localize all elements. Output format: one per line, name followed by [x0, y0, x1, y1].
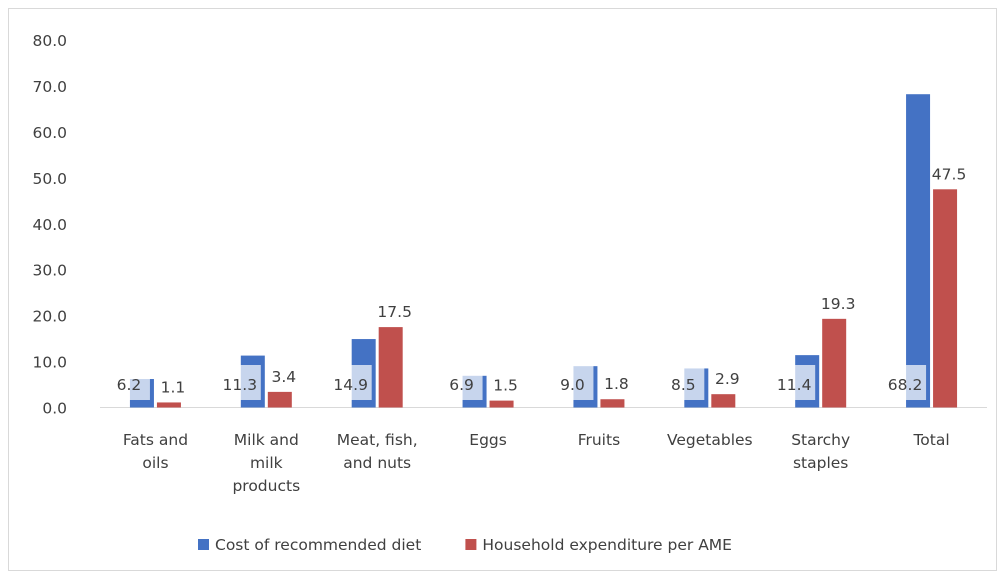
- data-label-cost: 14.9: [333, 376, 368, 394]
- data-label-expenditure: 2.9: [715, 370, 740, 388]
- data-label-cost: 6.2: [117, 376, 142, 394]
- data-label-background: [107, 365, 150, 400]
- x-tick-label: Starchy staples: [791, 431, 850, 472]
- y-tick-label: 10.0: [32, 354, 67, 372]
- legend-swatch: [198, 539, 209, 550]
- data-label-expenditure: 17.5: [377, 303, 412, 321]
- x-tick-label: Meat, fish, and nuts: [337, 431, 418, 472]
- x-tick-label: Milk and milk products: [232, 431, 300, 495]
- bar-expenditure: [933, 189, 958, 408]
- y-tick-label: 20.0: [32, 308, 67, 326]
- x-tick-label: Fruits: [578, 431, 620, 449]
- data-label-cost: 8.5: [671, 376, 696, 394]
- x-tick-label: Fats and oils: [123, 431, 188, 472]
- y-axis-ticks: 0.0 10.0 20.0 30.0 40.0 50.0 60.0 70.0 80.0: [32, 32, 67, 418]
- data-label-expenditure: 19.3: [821, 295, 856, 313]
- data-label-background: [884, 365, 927, 400]
- data-label-background: [329, 365, 372, 400]
- data-label-expenditure: 1.1: [161, 378, 186, 396]
- y-tick-label: 70.0: [32, 78, 67, 96]
- data-label-expenditure: 1.8: [604, 375, 629, 393]
- data-label-background: [440, 365, 483, 400]
- bar-expenditure: [378, 327, 403, 408]
- bar-cost: [906, 94, 931, 408]
- bar-expenditure: [822, 318, 847, 408]
- chart-svg: 0.0 10.0 20.0 30.0 40.0 50.0 60.0 70.0 80.0 6.2 1…: [32, 32, 987, 554]
- legend-label: Cost of recommended diet: [215, 536, 421, 554]
- bar-expenditure: [267, 391, 292, 408]
- y-tick-label: 0.0: [42, 400, 67, 418]
- bar-expenditure: [156, 402, 181, 408]
- x-axis-labels: Fats and oils Milk and milk products Meat, fi…: [123, 431, 950, 495]
- data-label-cost: 6.9: [449, 376, 474, 394]
- bars: [129, 94, 958, 408]
- y-tick-label: 30.0: [32, 262, 67, 280]
- data-label-cost: 11.3: [223, 376, 258, 394]
- data-label-background: [551, 365, 594, 400]
- legend-swatch: [465, 539, 477, 550]
- bar-expenditure: [711, 394, 736, 408]
- legend: Cost of recommended diet Household expend…: [198, 536, 732, 554]
- x-tick-label: Vegetables: [667, 431, 753, 449]
- bar-expenditure: [600, 399, 625, 408]
- x-tick-label: Total: [912, 431, 949, 449]
- legend-label: Household expenditure per AME: [482, 536, 732, 554]
- data-label-background: [773, 365, 816, 400]
- data-label-background: [662, 365, 705, 400]
- chart-frame: 0.0 10.0 20.0 30.0 40.0 50.0 60.0 70.0 80.0 6.2 1…: [8, 8, 997, 571]
- data-labels: 6.2 1.1 11.3 3.4 14.9 17.5 6.9 1.5 9.0 1.8 8.5 2.9 1…: [107, 165, 967, 400]
- data-label-cost: 11.4: [777, 376, 812, 394]
- x-tick-label: Eggs: [469, 431, 507, 449]
- data-label-expenditure: 1.5: [493, 377, 518, 395]
- data-label-expenditure: 47.5: [932, 165, 967, 183]
- y-tick-label: 50.0: [32, 170, 67, 188]
- data-label-expenditure: 3.4: [271, 368, 296, 386]
- data-label-cost: 9.0: [560, 376, 585, 394]
- y-tick-label: 60.0: [32, 124, 67, 142]
- bar-expenditure: [489, 400, 514, 408]
- data-label-cost: 68.2: [888, 376, 923, 394]
- y-tick-label: 40.0: [32, 216, 67, 234]
- y-tick-label: 80.0: [32, 32, 67, 50]
- data-label-background: [218, 365, 261, 400]
